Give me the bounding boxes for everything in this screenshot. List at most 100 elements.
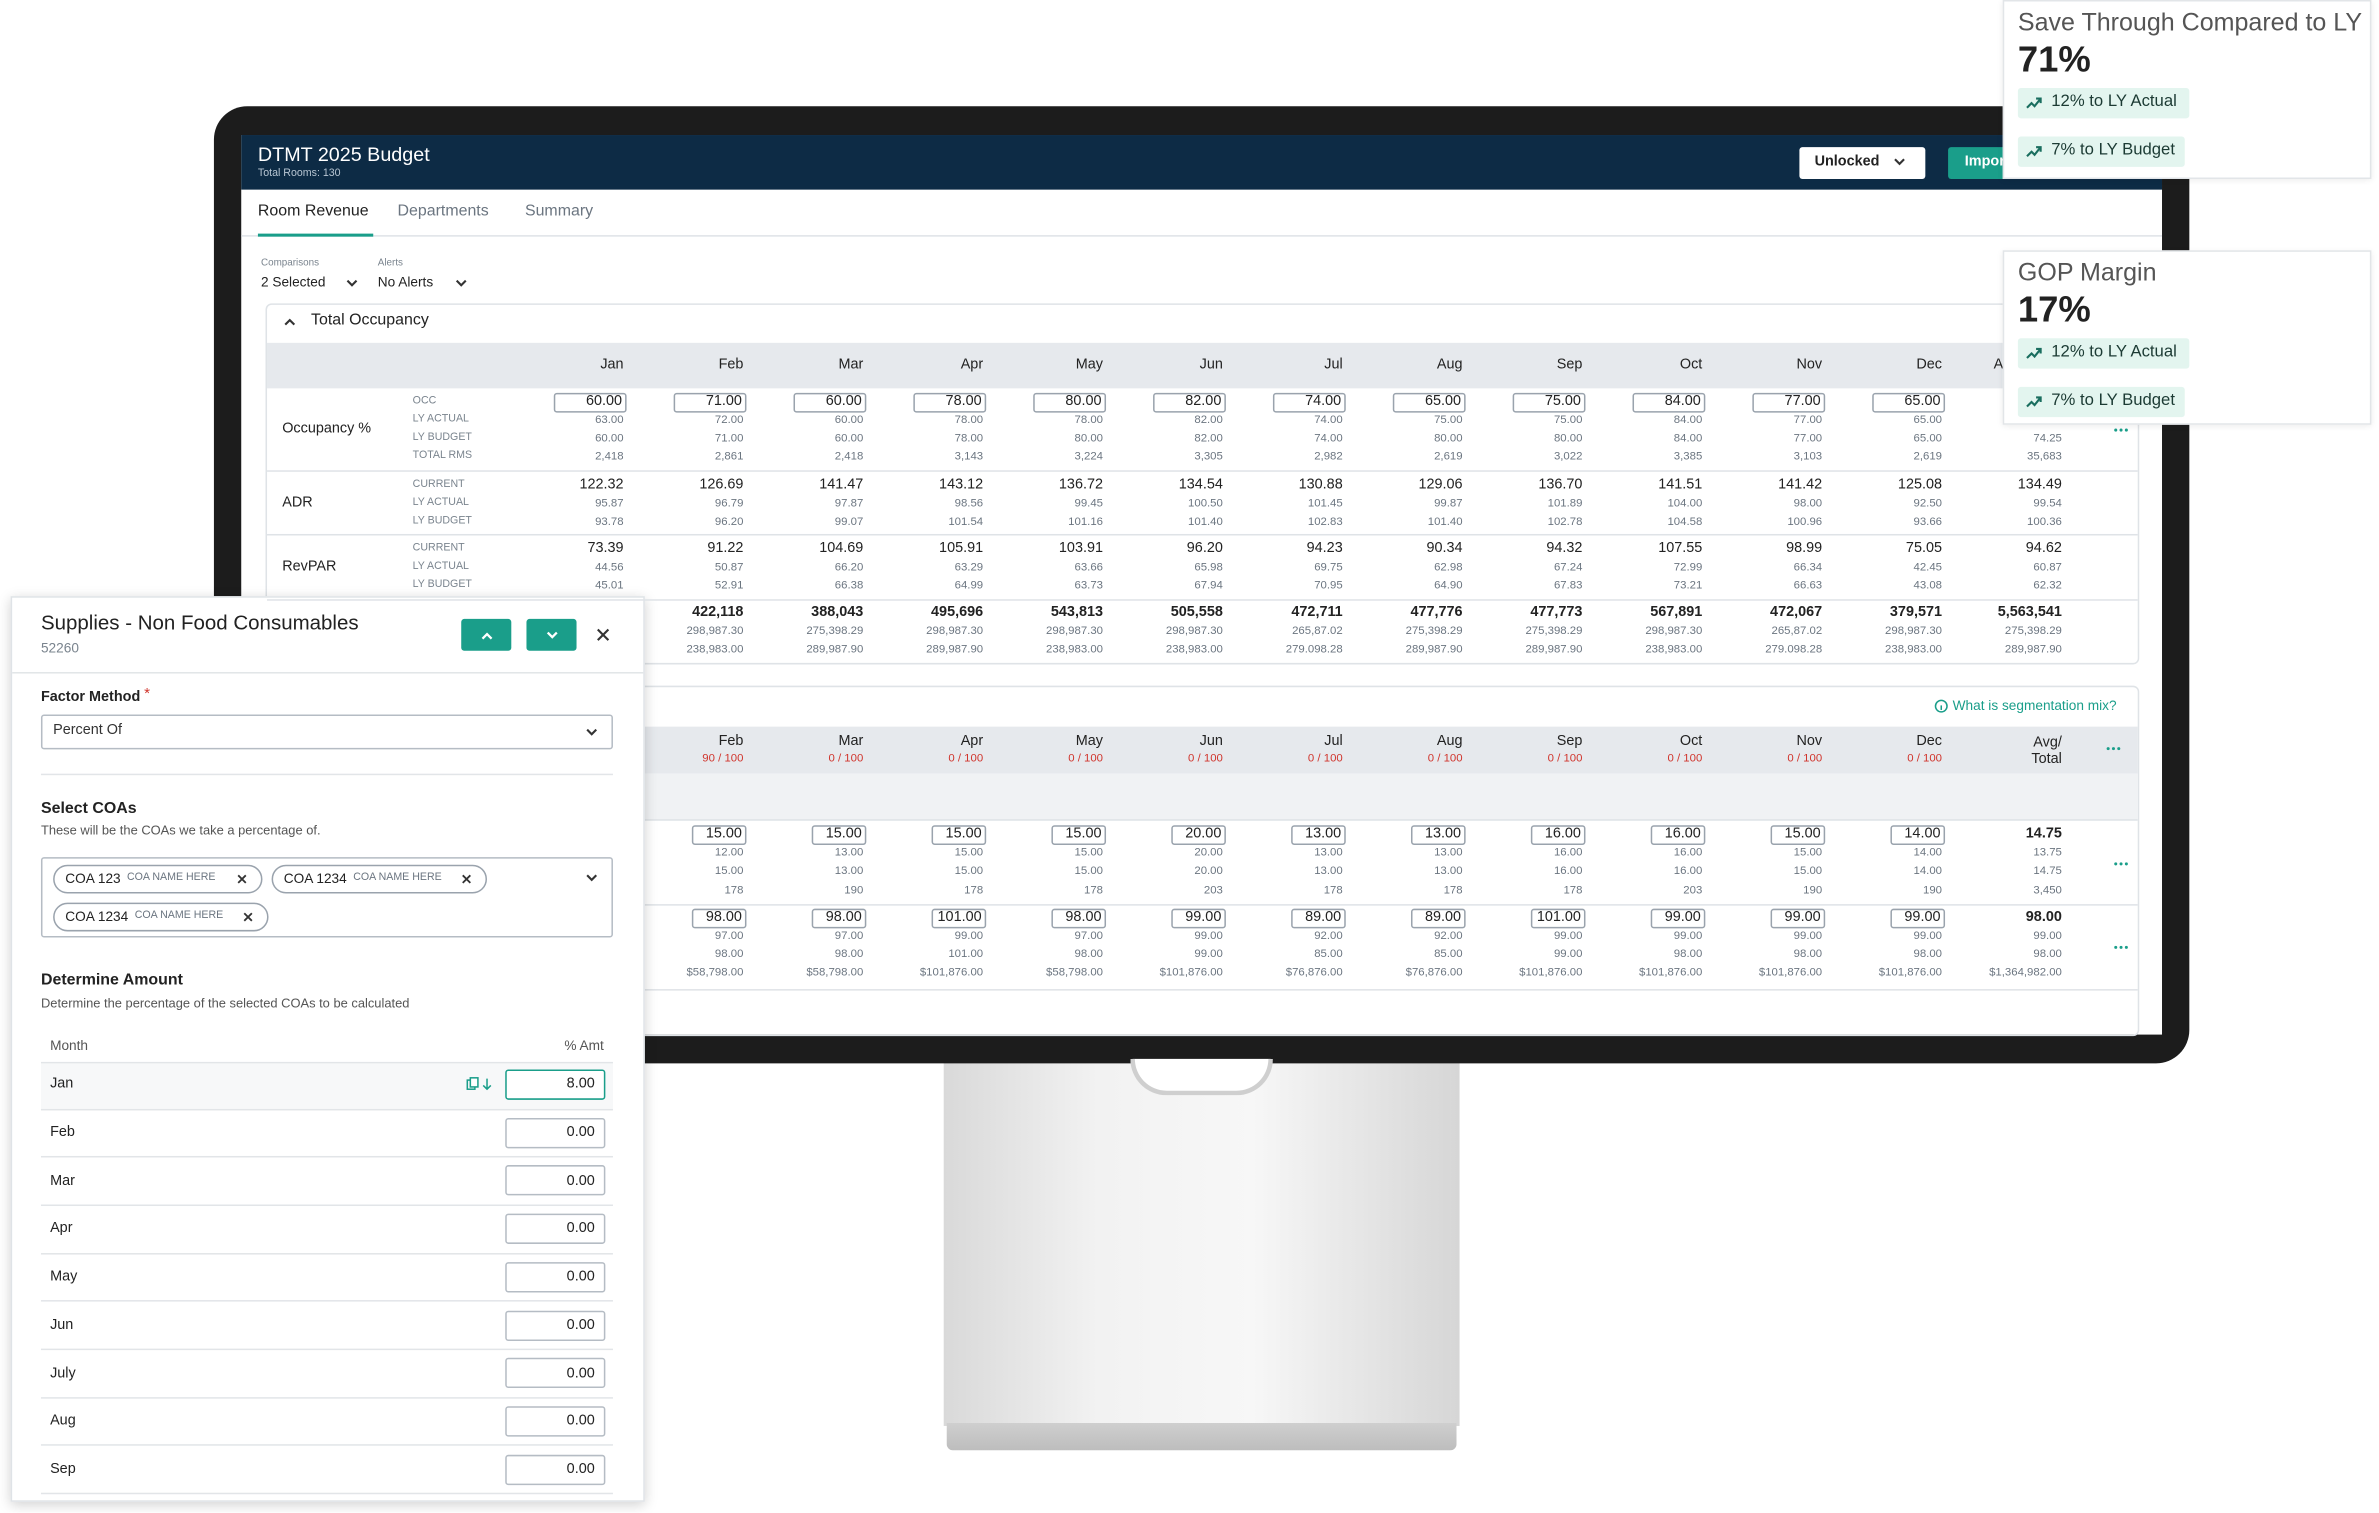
input-value[interactable]: 84.00 bbox=[1664, 393, 1701, 411]
input-value[interactable]: 99.00 bbox=[1664, 909, 1701, 926]
amount-value[interactable]: 0.00 bbox=[566, 1268, 595, 1286]
amount-input[interactable] bbox=[505, 1357, 606, 1389]
input-value[interactable]: 80.00 bbox=[1065, 393, 1102, 411]
more-menu[interactable] bbox=[2106, 746, 2121, 751]
value-input[interactable] bbox=[1752, 392, 1826, 412]
import-button-label[interactable]: Import bbox=[1964, 153, 2010, 170]
input-value[interactable]: 20.00 bbox=[1185, 825, 1222, 843]
value-input[interactable] bbox=[1410, 907, 1466, 928]
input-value[interactable]: 15.00 bbox=[945, 825, 982, 843]
input-value[interactable]: 14.00 bbox=[1904, 825, 1941, 843]
input-value[interactable]: 71.00 bbox=[705, 393, 742, 411]
amount-value[interactable]: 8.00 bbox=[566, 1076, 595, 1093]
value-input[interactable] bbox=[811, 824, 867, 845]
copy-down-icon[interactable] bbox=[466, 1077, 496, 1092]
value-input[interactable] bbox=[553, 392, 627, 412]
amount-input[interactable] bbox=[505, 1454, 606, 1485]
input-value[interactable]: 98.00 bbox=[705, 909, 742, 926]
more-menu[interactable] bbox=[2113, 945, 2128, 950]
value-input[interactable] bbox=[1291, 907, 1346, 928]
input-value[interactable]: 98.00 bbox=[1065, 909, 1102, 926]
value-input[interactable] bbox=[1033, 392, 1107, 412]
value-input[interactable] bbox=[1650, 907, 1706, 928]
input-value[interactable]: 101.00 bbox=[937, 909, 982, 926]
amount-value[interactable]: 0.00 bbox=[566, 1316, 595, 1334]
input-value[interactable]: 89.00 bbox=[1305, 909, 1342, 926]
chevron[interactable] bbox=[455, 279, 467, 288]
value-input[interactable] bbox=[1632, 392, 1706, 412]
lock-button[interactable] bbox=[1799, 147, 1926, 180]
chip[interactable] bbox=[271, 863, 488, 893]
amount-value[interactable]: 0.00 bbox=[566, 1460, 595, 1478]
input-value[interactable]: 99.00 bbox=[1904, 909, 1941, 926]
amount-value[interactable]: 0.00 bbox=[566, 1220, 595, 1238]
input-value[interactable]: 78.00 bbox=[945, 393, 982, 411]
value-input[interactable] bbox=[1650, 824, 1706, 845]
input-value[interactable]: 15.00 bbox=[1784, 825, 1821, 843]
value-input[interactable] bbox=[1872, 392, 1946, 412]
value-input[interactable] bbox=[1530, 907, 1586, 928]
value-input[interactable] bbox=[931, 824, 987, 845]
segmentation-help-link[interactable]: What is segmentation mix? bbox=[1952, 697, 2117, 713]
input-value[interactable]: 82.00 bbox=[1185, 393, 1222, 411]
input-value[interactable]: 15.00 bbox=[705, 825, 742, 843]
more-menu[interactable] bbox=[2113, 428, 2128, 433]
chip-remove[interactable] bbox=[237, 873, 248, 884]
chip-remove[interactable] bbox=[243, 911, 254, 922]
value-input[interactable] bbox=[1291, 824, 1346, 845]
value-input[interactable] bbox=[1770, 907, 1826, 928]
amount-value[interactable]: 0.00 bbox=[566, 1124, 595, 1141]
chip[interactable] bbox=[53, 901, 269, 931]
value-input[interactable] bbox=[1171, 907, 1226, 928]
value-input[interactable] bbox=[1770, 824, 1826, 845]
input-value[interactable]: 16.00 bbox=[1544, 825, 1581, 843]
input-value[interactable]: 65.00 bbox=[1424, 393, 1462, 411]
amount-input[interactable] bbox=[505, 1117, 606, 1148]
value-input[interactable] bbox=[1051, 907, 1107, 928]
down-icon[interactable] bbox=[546, 631, 558, 640]
input-value[interactable]: 77.00 bbox=[1784, 393, 1821, 411]
chip[interactable] bbox=[53, 863, 263, 893]
chevron[interactable] bbox=[586, 874, 598, 883]
select-value[interactable]: Percent Of bbox=[53, 722, 123, 740]
tab[interactable]: Summary bbox=[524, 201, 594, 220]
value-input[interactable] bbox=[1272, 392, 1346, 412]
lock-button-label[interactable]: Unlocked bbox=[1814, 153, 1880, 170]
tab[interactable]: Room Revenue bbox=[257, 201, 369, 220]
value-input[interactable] bbox=[1410, 824, 1466, 845]
up-icon[interactable] bbox=[481, 631, 493, 640]
chevron[interactable] bbox=[346, 279, 358, 288]
tab[interactable]: Departments bbox=[397, 201, 489, 220]
value-input[interactable] bbox=[691, 824, 747, 845]
amount-input[interactable] bbox=[505, 1261, 606, 1293]
input-value[interactable]: 13.00 bbox=[1424, 825, 1462, 843]
value-input[interactable] bbox=[793, 392, 867, 412]
input-value[interactable]: 15.00 bbox=[1065, 825, 1102, 843]
value-input[interactable] bbox=[691, 907, 747, 928]
value-input[interactable] bbox=[1890, 907, 1946, 928]
value-input[interactable] bbox=[1153, 392, 1226, 412]
amount-input[interactable] bbox=[505, 1309, 606, 1341]
amount-input[interactable] bbox=[505, 1406, 606, 1437]
amount-value[interactable]: 0.00 bbox=[566, 1364, 595, 1382]
chevron[interactable] bbox=[586, 728, 598, 737]
value-input[interactable] bbox=[1051, 824, 1107, 845]
value-input[interactable] bbox=[1171, 824, 1226, 845]
chip-remove[interactable] bbox=[461, 873, 472, 884]
amount-input[interactable] bbox=[505, 1165, 606, 1196]
amount-input[interactable] bbox=[505, 1069, 606, 1100]
value-input[interactable] bbox=[1392, 392, 1466, 412]
input-value[interactable]: 74.00 bbox=[1305, 393, 1342, 411]
input-value[interactable]: 16.00 bbox=[1664, 825, 1701, 843]
amount-input[interactable] bbox=[505, 1213, 606, 1245]
input-value[interactable]: 75.00 bbox=[1544, 393, 1581, 411]
input-value[interactable]: 101.00 bbox=[1536, 909, 1581, 926]
close-icon[interactable] bbox=[596, 628, 610, 642]
input-value[interactable]: 99.00 bbox=[1185, 909, 1222, 926]
input-value[interactable]: 60.00 bbox=[585, 393, 623, 411]
value-input[interactable] bbox=[1512, 392, 1586, 412]
input-value[interactable]: 89.00 bbox=[1424, 909, 1462, 926]
more-menu[interactable] bbox=[2113, 862, 2128, 867]
filter-value[interactable]: No Alerts bbox=[377, 274, 434, 290]
input-value[interactable]: 98.00 bbox=[825, 909, 862, 926]
